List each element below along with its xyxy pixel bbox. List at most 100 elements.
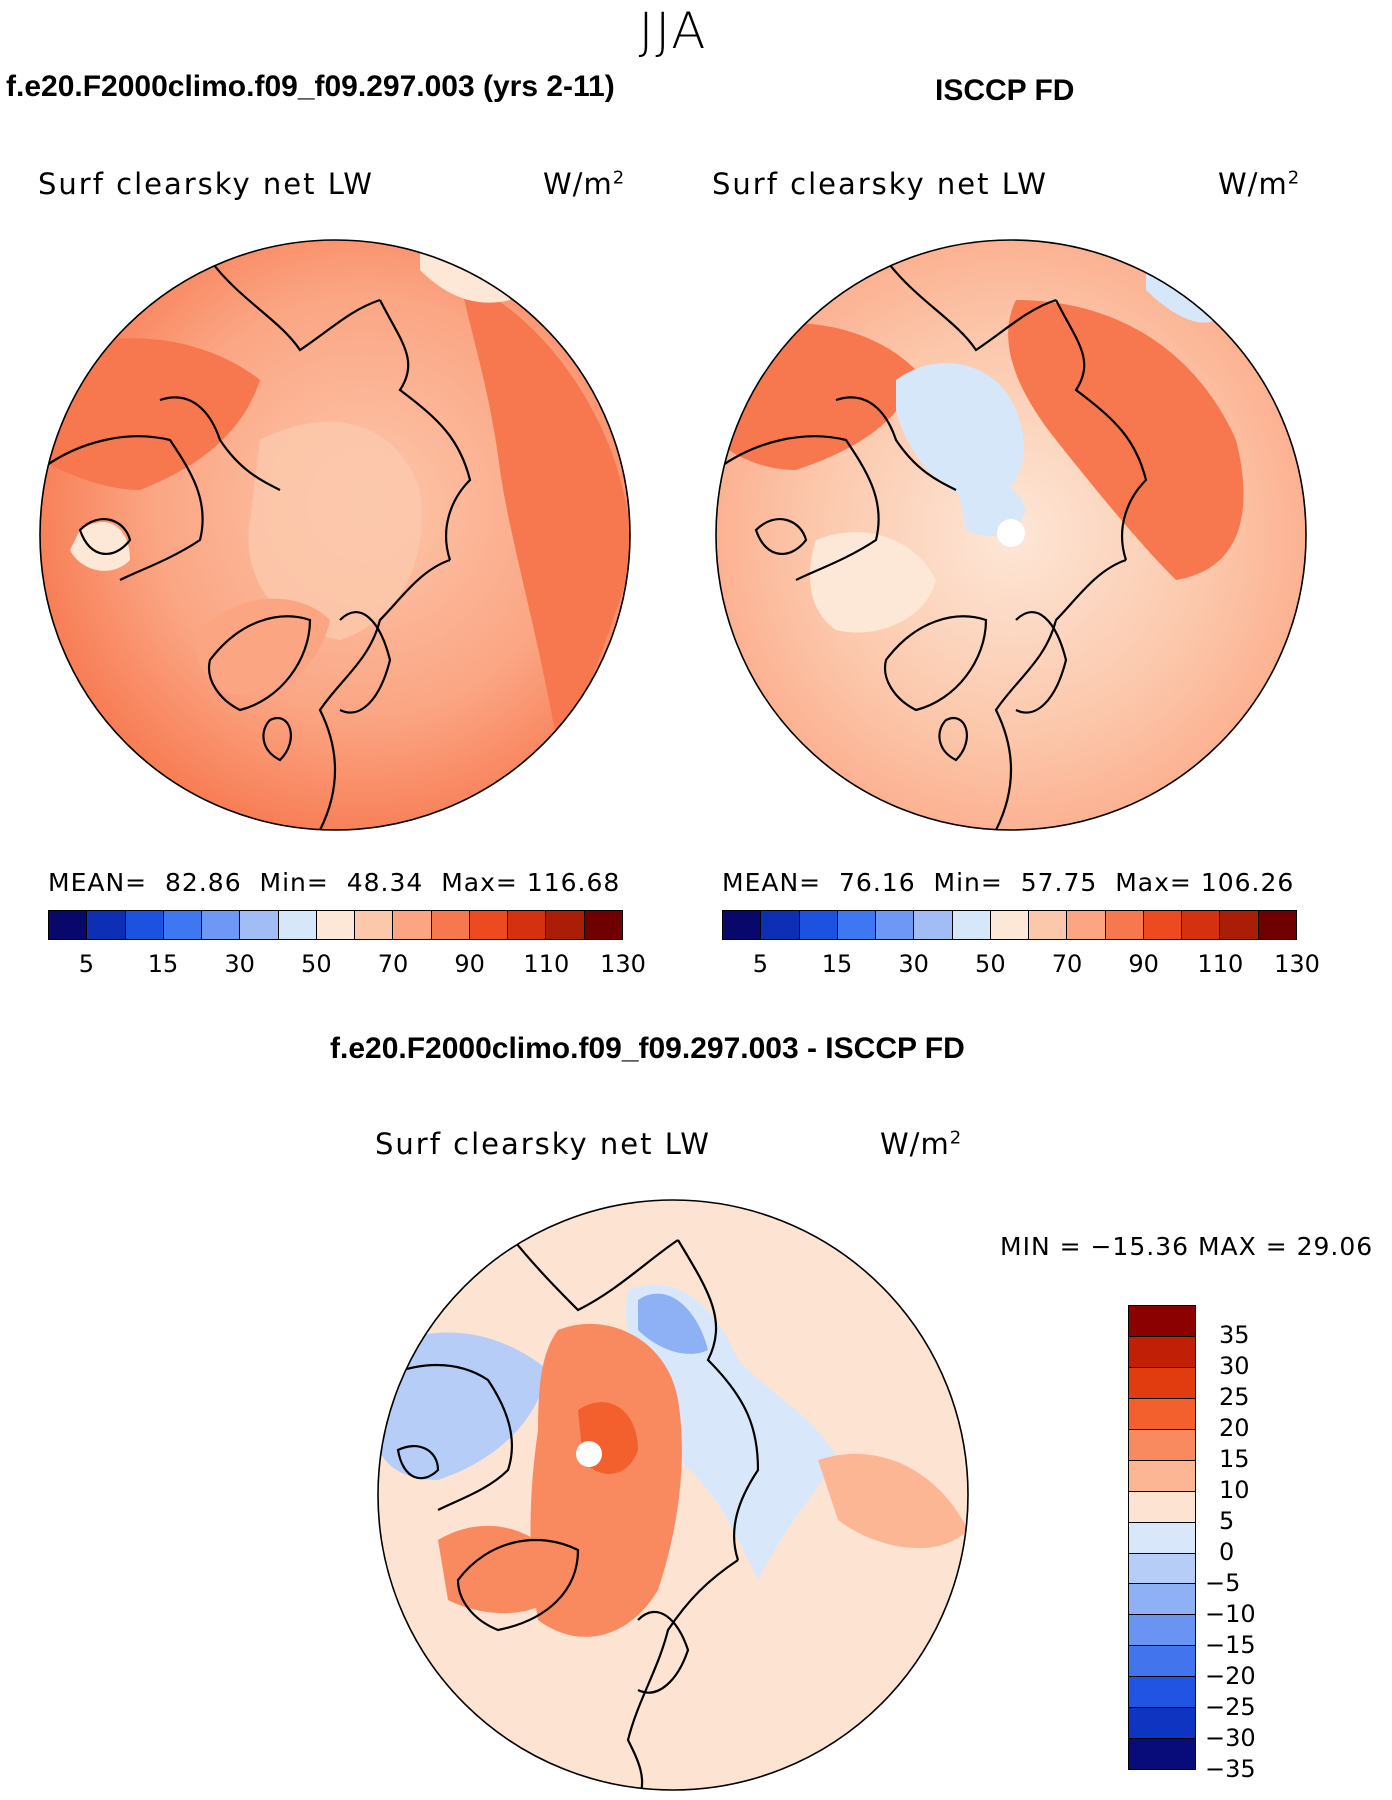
diff-colorbar-tick-label: 30 [1219,1352,1250,1380]
diff-warm-region-arctic [530,1323,682,1637]
obs-warm-region-siberia [1008,300,1244,580]
diff-warm-region-east [818,1453,968,1549]
model-colorbar-swatch [240,911,279,939]
model-colorbar-swatch [393,911,432,939]
diff-unit-label: W/m2 [880,1127,963,1161]
model-colorbar-tick-label: 5 [78,950,94,978]
obs-colorbar-swatch [1258,911,1296,939]
obs-panel-title: ISCCP FD [935,74,1075,107]
model-unit-label: W/m2 [543,167,626,201]
obs-colorbar-swatch [914,911,953,939]
model-colorbar-swatch [508,911,547,939]
model-colorbar-swatch [355,911,394,939]
model-colorbar-swatch [49,911,88,939]
model-colorbar-swatch [431,911,470,939]
obs-colorbar-swatch [876,911,915,939]
diff-colorbar-swatch [1129,1491,1195,1523]
diff-colorbar-tick-label: 0 [1219,1538,1235,1566]
model-coastlines [40,259,472,830]
model-polar-map [39,239,631,831]
obs-stats: MEAN= 76.16 Min= 57.75 Max= 106.26 [722,868,1295,897]
diff-colorbar-tick-label: 15 [1219,1445,1250,1473]
obs-colorbar-swatch [990,911,1030,939]
model-warm-region-west [40,338,260,490]
diff-colorbar-swatch [1129,1553,1195,1585]
diff-panel-title: f.e20.F2000climo.f09_f09.297.003 - ISCCP… [330,1032,965,1065]
model-colorbar [48,910,623,940]
obs-colorbar-swatch [1029,911,1068,939]
diff-colorbar-swatch [1129,1306,1195,1337]
diff-colorbar-tick-label: 25 [1219,1383,1250,1411]
diff-colorbar-tick-label: −30 [1205,1724,1256,1752]
diff-colorbar-swatch [1129,1367,1195,1399]
model-colorbar-swatch [163,911,203,939]
model-colorbar-tick-label: 70 [377,950,409,978]
model-greenland-region [196,598,330,696]
diff-colorbar-swatch [1129,1336,1195,1368]
diff-colorbar-swatch [1129,1646,1195,1678]
diff-colorbar-tick-label: −5 [1205,1569,1241,1597]
diff-colorbar-swatch [1129,1677,1195,1709]
model-colorbar-tick-label: 130 [600,950,646,978]
obs-colorbar-tick-label: 15 [821,950,853,978]
obs-colorbar-swatch [1220,911,1259,939]
diff-colorbar-tick-label: −15 [1205,1631,1256,1659]
obs-colorbar [722,910,1297,940]
model-colorbar-swatch [87,911,126,939]
diff-colorbar-tick-label: 20 [1219,1414,1250,1442]
diff-colorbar-swatch [1129,1739,1195,1770]
model-colorbar-tick-label: 90 [454,950,485,978]
diff-variable-label: Surf clearsky net LW [375,1127,711,1161]
obs-colorbar-tick-label: 130 [1274,950,1320,978]
diff-minmax: MIN = −15.36 MAX = 29.06 [1000,1232,1374,1261]
model-warm-region-east [460,280,630,760]
obs-pole-hole [997,519,1025,547]
model-variable-label: Surf clearsky net LW [38,167,374,201]
obs-colorbar-swatch [723,911,762,939]
diff-pole-hole [576,1441,602,1467]
obs-colorbar-tick-label: 70 [1051,950,1083,978]
obs-colorbar-tick-label: 90 [1128,950,1159,978]
diff-polar-map [377,1199,969,1791]
diff-colorbar-swatch [1129,1398,1195,1430]
obs-colorbar-swatch [1105,911,1144,939]
obs-colorbar-swatch [1182,911,1221,939]
obs-variable-label: Surf clearsky net LW [712,167,1048,201]
model-colorbar-swatch [125,911,164,939]
obs-colorbar-swatch [1143,911,1183,939]
diff-colorbar-swatch [1129,1584,1195,1616]
model-colorbar-swatch [316,911,356,939]
model-colorbar-tick-label: 50 [301,950,332,978]
diff-warm-region-greenland [438,1525,568,1614]
model-pale-region-hudson [70,521,130,571]
diff-colorbar-swatch [1129,1460,1195,1492]
diff-colorbar-ticks: 35 30 25 20 15 10 5 0 −5 −10 −15 −20 −25 −30 −35 [1205,1305,1285,1783]
obs-colorbar-tick-label: 50 [975,950,1006,978]
diff-colorbar-tick-label: −20 [1205,1662,1256,1690]
diff-colorbar-tick-label: −35 [1205,1755,1256,1783]
obs-colorbar-tick-label: 30 [898,950,929,978]
diff-colorbar-tick-label: 10 [1219,1476,1250,1504]
obs-polar-map [715,239,1307,831]
diff-colorbar-tick-label: −10 [1205,1600,1256,1628]
diff-cool-core-north [638,1293,708,1354]
diff-colorbar-tick-label: −25 [1205,1693,1256,1721]
season-title: JJA [638,2,708,60]
diff-colorbar [1128,1305,1196,1770]
diff-cool-region-band [626,1284,838,1580]
model-panel-title: f.e20.F2000climo.f09_f09.297.003 (yrs 2-… [6,70,615,103]
diff-colorbar-swatch [1129,1429,1195,1461]
diff-colorbar-swatch [1129,1522,1195,1554]
model-colorbar-swatch [202,911,241,939]
diff-colorbar-swatch [1129,1615,1195,1647]
model-colorbar-tick-label: 30 [224,950,255,978]
model-arctic-basin [248,421,422,640]
obs-colorbar-ticks: 5 15 30 50 70 90 110 130 [722,950,1320,980]
model-colorbar-tick-label: 110 [523,950,570,978]
obs-colorbar-swatch [837,911,877,939]
model-colorbar-swatch [278,911,317,939]
model-colorbar-swatch [546,911,585,939]
obs-colorbar-swatch [1067,911,1106,939]
model-colorbar-tick-label: 15 [147,950,179,978]
obs-pale-region [810,532,936,633]
